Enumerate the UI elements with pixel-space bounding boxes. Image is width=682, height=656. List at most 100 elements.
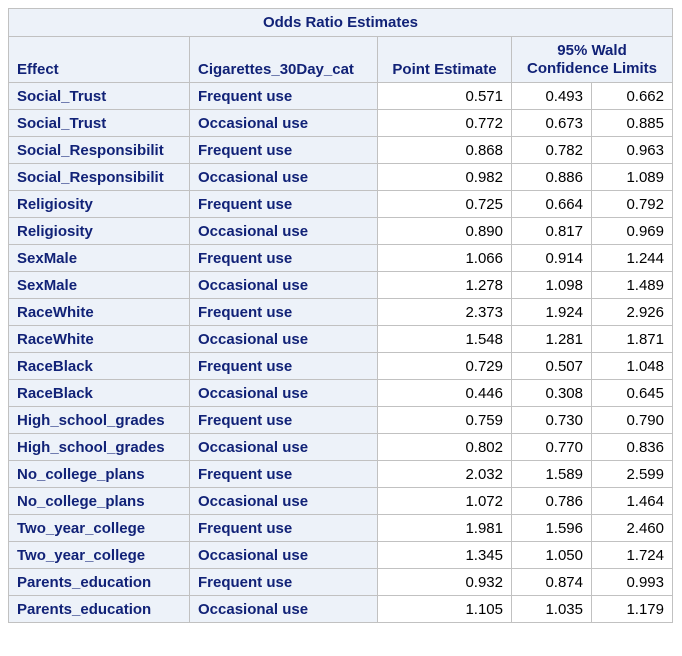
lower-limit-cell: 0.770 xyxy=(511,433,592,461)
upper-limit-cell: 2.599 xyxy=(591,460,673,488)
header-effect: Effect xyxy=(8,36,190,83)
table-row: Social_Trust Occasional use 0.772 0.673 0.88… xyxy=(8,109,673,137)
category-cell: Occasional use xyxy=(189,487,378,515)
table-row: Parents_education Frequent use 0.932 0.874 0… xyxy=(8,568,673,596)
upper-limit-cell: 0.963 xyxy=(591,136,673,164)
effect-cell: Social_Responsibilit xyxy=(8,163,190,191)
point-estimate-cell: 1.548 xyxy=(377,325,512,353)
upper-limit-cell: 1.464 xyxy=(591,487,673,515)
category-cell: Frequent use xyxy=(189,136,378,164)
upper-limit-cell: 1.489 xyxy=(591,271,673,299)
effect-cell: Parents_education xyxy=(8,595,190,623)
effect-cell: Social_Responsibilit xyxy=(8,136,190,164)
category-cell: Frequent use xyxy=(189,190,378,218)
upper-limit-cell: 0.885 xyxy=(591,109,673,137)
effect-cell: RaceWhite xyxy=(8,298,190,326)
category-cell: Frequent use xyxy=(189,568,378,596)
table-row: RaceBlack Frequent use 0.729 0.507 1.048 xyxy=(8,352,673,380)
table-row: Two_year_college Frequent use 1.981 1.596 2.… xyxy=(8,514,673,542)
effect-cell: Parents_education xyxy=(8,568,190,596)
table-row: No_college_plans Occasional use 1.072 0.786… xyxy=(8,487,673,515)
category-cell: Occasional use xyxy=(189,217,378,245)
upper-limit-cell: 1.048 xyxy=(591,352,673,380)
point-estimate-cell: 0.802 xyxy=(377,433,512,461)
category-cell: Occasional use xyxy=(189,271,378,299)
effect-cell: No_college_plans xyxy=(8,460,190,488)
lower-limit-cell: 0.817 xyxy=(511,217,592,245)
point-estimate-cell: 2.032 xyxy=(377,460,512,488)
odds-ratio-table: Odds Ratio Estimates Effect Cigarettes_3… xyxy=(8,8,673,623)
point-estimate-cell: 0.725 xyxy=(377,190,512,218)
table-row: High_school_grades Frequent use 0.759 0.730… xyxy=(8,406,673,434)
lower-limit-cell: 0.673 xyxy=(511,109,592,137)
effect-cell: SexMale xyxy=(8,271,190,299)
point-estimate-cell: 0.772 xyxy=(377,109,512,137)
category-cell: Frequent use xyxy=(189,352,378,380)
lower-limit-cell: 0.914 xyxy=(511,244,592,272)
category-cell: Occasional use xyxy=(189,163,378,191)
category-cell: Frequent use xyxy=(189,298,378,326)
lower-limit-cell: 0.874 xyxy=(511,568,592,596)
lower-limit-cell: 0.782 xyxy=(511,136,592,164)
lower-limit-cell: 1.924 xyxy=(511,298,592,326)
table-row: Religiosity Occasional use 0.890 0.817 0.969 xyxy=(8,217,673,245)
lower-limit-cell: 1.589 xyxy=(511,460,592,488)
effect-cell: High_school_grades xyxy=(8,406,190,434)
header-category: Cigarettes_30Day_cat xyxy=(189,36,378,83)
table-row: RaceWhite Frequent use 2.373 1.924 2.926 xyxy=(8,298,673,326)
lower-limit-cell: 1.098 xyxy=(511,271,592,299)
lower-limit-cell: 0.664 xyxy=(511,190,592,218)
table-row: High_school_grades Occasional use 0.802 0.7… xyxy=(8,433,673,461)
effect-cell: SexMale xyxy=(8,244,190,272)
table-row: Social_Responsibilit Occasional use 0.982 0… xyxy=(8,163,673,191)
table-title: Odds Ratio Estimates xyxy=(8,8,673,37)
point-estimate-cell: 1.066 xyxy=(377,244,512,272)
header-wald-confidence-limits: 95% Wald Confidence Limits xyxy=(511,36,673,83)
category-cell: Occasional use xyxy=(189,541,378,569)
upper-limit-cell: 1.871 xyxy=(591,325,673,353)
category-cell: Frequent use xyxy=(189,82,378,110)
effect-cell: RaceBlack xyxy=(8,379,190,407)
category-cell: Occasional use xyxy=(189,109,378,137)
point-estimate-cell: 0.759 xyxy=(377,406,512,434)
effect-cell: Religiosity xyxy=(8,190,190,218)
effect-cell: Social_Trust xyxy=(8,82,190,110)
category-cell: Occasional use xyxy=(189,379,378,407)
point-estimate-cell: 0.571 xyxy=(377,82,512,110)
upper-limit-cell: 0.993 xyxy=(591,568,673,596)
effect-cell: RaceBlack xyxy=(8,352,190,380)
point-estimate-cell: 1.105 xyxy=(377,595,512,623)
point-estimate-cell: 0.982 xyxy=(377,163,512,191)
point-estimate-cell: 1.278 xyxy=(377,271,512,299)
category-cell: Frequent use xyxy=(189,460,378,488)
upper-limit-cell: 0.969 xyxy=(591,217,673,245)
category-cell: Frequent use xyxy=(189,244,378,272)
table-row: SexMale Occasional use 1.278 1.098 1.489 xyxy=(8,271,673,299)
table-row: No_college_plans Frequent use 2.032 1.589 2.… xyxy=(8,460,673,488)
header-wald-line1: 95% Wald xyxy=(557,42,627,59)
upper-limit-cell: 1.179 xyxy=(591,595,673,623)
lower-limit-cell: 0.308 xyxy=(511,379,592,407)
point-estimate-cell: 0.890 xyxy=(377,217,512,245)
lower-limit-cell: 0.886 xyxy=(511,163,592,191)
table-row: SexMale Frequent use 1.066 0.914 1.244 xyxy=(8,244,673,272)
upper-limit-cell: 0.790 xyxy=(591,406,673,434)
lower-limit-cell: 1.281 xyxy=(511,325,592,353)
category-cell: Occasional use xyxy=(189,325,378,353)
point-estimate-cell: 0.729 xyxy=(377,352,512,380)
effect-cell: High_school_grades xyxy=(8,433,190,461)
upper-limit-cell: 1.089 xyxy=(591,163,673,191)
table-row: Social_Responsibilit Frequent use 0.868 0.7… xyxy=(8,136,673,164)
point-estimate-cell: 1.072 xyxy=(377,487,512,515)
category-cell: Occasional use xyxy=(189,595,378,623)
upper-limit-cell: 0.662 xyxy=(591,82,673,110)
effect-cell: Religiosity xyxy=(8,217,190,245)
lower-limit-cell: 1.035 xyxy=(511,595,592,623)
lower-limit-cell: 1.050 xyxy=(511,541,592,569)
point-estimate-cell: 0.868 xyxy=(377,136,512,164)
lower-limit-cell: 0.507 xyxy=(511,352,592,380)
upper-limit-cell: 2.926 xyxy=(591,298,673,326)
effect-cell: No_college_plans xyxy=(8,487,190,515)
table-row: RaceWhite Occasional use 1.548 1.281 1.871 xyxy=(8,325,673,353)
point-estimate-cell: 0.932 xyxy=(377,568,512,596)
